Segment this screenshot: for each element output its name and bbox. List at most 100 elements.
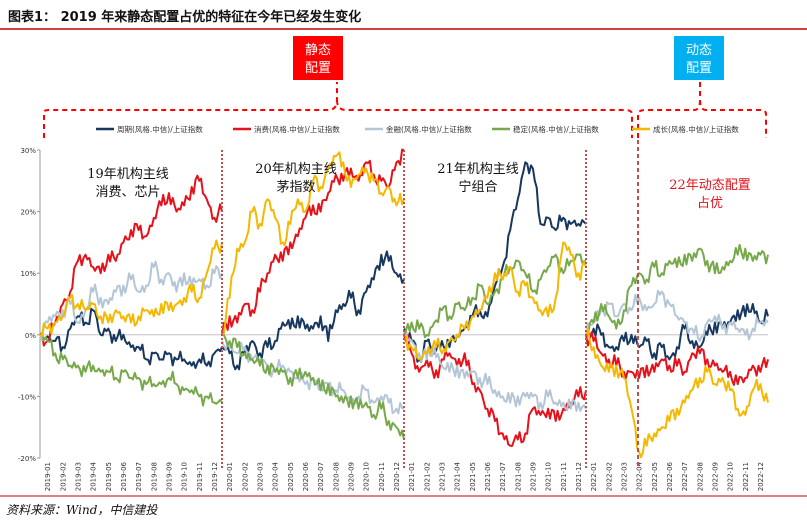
annotation-2019-line2: 消费、芯片	[95, 185, 160, 200]
x-tick-label: 2021-05	[469, 462, 477, 491]
x-tick-label: 2019-11	[196, 462, 204, 491]
series-line	[403, 329, 587, 412]
static-label-line1: 静态	[305, 43, 331, 58]
x-tick-label: 2020-12	[393, 462, 401, 491]
x-tick-label: 2019-02	[59, 462, 67, 491]
x-tick-label: 2021-09	[529, 462, 537, 491]
series-line	[39, 174, 223, 347]
x-tick-label: 2022-11	[742, 462, 750, 491]
legend-label: 成长(风格.中信)/上证指数	[653, 124, 739, 134]
series-line	[221, 333, 405, 440]
x-tick-label: 2019-10	[181, 462, 189, 491]
source-note: 资料来源：Wind，中信建投	[6, 503, 158, 517]
x-tick-label: 2022-09	[711, 462, 719, 491]
series-line	[585, 289, 769, 342]
x-tick-label: 2021-01	[408, 462, 416, 491]
series-line	[403, 253, 587, 339]
x-tick-label: 2019-01	[44, 462, 52, 491]
annotation-2020-line2: 茅指数	[276, 180, 315, 195]
plot-area: -20%-10%0%10%20%30% 2019-01 2019-02 2019-0…	[18, 140, 769, 491]
x-tick-label: 2022-08	[696, 462, 704, 491]
legend-label: 周期(风格.中信)/上证指数	[117, 124, 203, 134]
x-tick-label: 2019-08	[150, 462, 158, 491]
x-tick-label: 2021-11	[560, 462, 568, 491]
x-tick-label: 2022-04	[636, 461, 644, 491]
x-tick-label: 2021-03	[438, 462, 446, 491]
y-tick-label: 30%	[20, 147, 36, 155]
series-line	[585, 327, 769, 459]
x-tick-label: 2021-10	[545, 462, 553, 491]
x-tick-label: 2020-10	[363, 462, 371, 491]
x-tick-label: 2020-11	[378, 462, 386, 491]
x-tick-label: 2020-02	[241, 462, 249, 491]
figure-title: 图表1： 2019 年来静态配置占优的特征在今年已经发生变化	[8, 9, 361, 25]
y-tick-label: 10%	[20, 270, 36, 278]
series-line	[585, 243, 769, 337]
series-line	[39, 307, 223, 369]
x-tick-label: 2022-06	[666, 461, 674, 491]
x-tick-label: 2020-01	[226, 462, 234, 491]
x-tick-label: 2019-05	[105, 462, 113, 491]
x-tick-label: 2021-07	[499, 462, 507, 491]
y-tick-label: 20%	[20, 209, 36, 217]
x-tick-label: 2021-06	[484, 461, 492, 491]
x-tick-label: 2021-04	[454, 461, 462, 491]
static-config-box	[293, 36, 343, 80]
series-line	[585, 331, 769, 386]
legend-label: 稳定(风格.中信)/上证指数	[513, 124, 599, 134]
x-tick-label: 2020-07	[317, 462, 325, 491]
x-tick-label: 2022-12	[757, 462, 765, 491]
x-tick-label: 2022-01	[590, 462, 598, 491]
x-tick-label: 2020-05	[287, 462, 295, 491]
annotation-2021-line1: 21年机构主线	[437, 162, 519, 177]
legend: 周期(风格.中信)/上证指数 消费(风格.中信)/上证指数 金融(风格.中信)/上证…	[96, 124, 739, 134]
x-tick-label: 2019-12	[211, 462, 219, 491]
series-line	[39, 260, 223, 342]
x-tick-label: 2021-02	[423, 462, 431, 491]
x-tick-label: 2020-06	[302, 461, 310, 491]
x-tick-label: 2020-03	[256, 462, 264, 491]
dynamic-config-box	[674, 36, 724, 80]
dynamic-label-line2: 配置	[686, 61, 712, 76]
annotation-2019-line1: 19年机构主线	[87, 167, 169, 182]
series-line	[585, 303, 769, 361]
x-tick-label: 2022-03	[620, 462, 628, 491]
x-tick-label: 2019-03	[74, 462, 82, 491]
x-tick-label: 2020-04	[272, 461, 280, 491]
series-line	[221, 151, 405, 336]
y-tick-label: 0%	[25, 332, 36, 340]
static-bracket	[43, 82, 633, 138]
x-tick-label: 2022-02	[605, 462, 613, 491]
y-tick-label: -20%	[18, 455, 36, 463]
x-tick-label: 2022-10	[727, 462, 735, 491]
y-ticks: -20% -10% 0% 10% 20% 30%	[18, 147, 40, 463]
x-tick-label: 2022-05	[651, 462, 659, 491]
series-lines	[39, 148, 769, 459]
series-line	[403, 333, 587, 447]
x-tick-label: 2019-04	[90, 461, 98, 491]
x-tick-label: 2020-08	[332, 462, 340, 491]
x-ticks: 2019-01 2019-02 2019-03 2019-04 2019-05 2019-…	[44, 461, 765, 491]
legend-label: 金融(风格.中信)/上证指数	[386, 124, 472, 134]
period-dividers	[221, 140, 639, 468]
annotation-2020-line1: 20年机构主线	[255, 162, 337, 177]
y-tick-label: -10%	[18, 393, 36, 401]
annotation-2022-line2: 占优	[697, 196, 723, 211]
x-tick-label: 2019-09	[165, 462, 173, 491]
x-tick-label: 2022-07	[681, 462, 689, 491]
annotation-2022-line1: 22年动态配置	[669, 178, 751, 193]
static-label-line2: 配置	[305, 61, 331, 76]
x-tick-label: 2019-07	[135, 462, 143, 491]
x-tick-label: 2019-06	[120, 461, 128, 491]
annotation-2021-line2: 宁组合	[458, 179, 497, 195]
legend-label: 消费(风格.中信)/上证指数	[254, 124, 340, 134]
series-line	[403, 161, 587, 363]
series-line	[39, 332, 223, 407]
series-line	[221, 250, 405, 371]
series-line	[39, 239, 223, 338]
x-tick-label: 2021-08	[514, 462, 522, 491]
series-line	[403, 241, 587, 361]
dynamic-label-line1: 动态	[686, 43, 712, 58]
dynamic-bracket	[637, 82, 767, 138]
